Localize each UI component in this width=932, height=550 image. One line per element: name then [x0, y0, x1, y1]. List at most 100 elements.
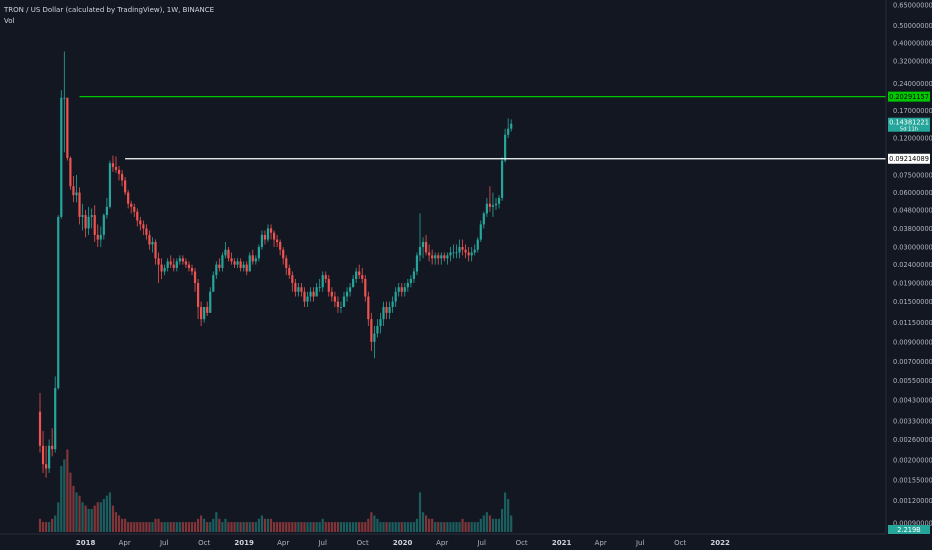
volume-bar: [160, 522, 163, 532]
candle-body: [233, 261, 236, 265]
volume-bar: [312, 522, 315, 532]
volume-bar: [196, 518, 200, 532]
volume-bar: [309, 522, 312, 532]
price-tick-label: 0.00120000: [893, 497, 932, 505]
volume-bar: [108, 492, 112, 532]
time-axis[interactable]: 2018 Apr Jul Oct 2019 Apr Jul Oct 2020 Apr Jul Oct 2…: [76, 539, 730, 547]
candle-body: [69, 158, 72, 187]
price-tick-label: 0.00260000: [893, 436, 932, 444]
candle-body: [318, 287, 321, 289]
volume-bar: [212, 518, 215, 532]
candle-body: [443, 255, 446, 259]
last-price-badge-bg: [888, 117, 930, 132]
volume-bar: [154, 518, 157, 532]
candle-body: [38, 411, 42, 446]
candle-body: [90, 215, 93, 217]
volume-bar: [133, 522, 136, 532]
horizontal-levels[interactable]: [79, 95, 886, 160]
price-tick-label: 0.32000000: [893, 57, 932, 65]
candle-body: [57, 216, 60, 389]
volume-bar: [388, 522, 391, 532]
volume-bar: [166, 522, 169, 532]
candle-body: [257, 247, 260, 259]
volume-label: Vol: [4, 17, 15, 25]
price-tick-label: 0.04800000: [893, 207, 932, 215]
price-axis[interactable]: 0.65000000 0.50000000 0.40000000 0.32000000…: [893, 2, 932, 528]
volume-bar: [209, 522, 212, 532]
symbol-title[interactable]: TRON / US Dollar (calculated by TradingV…: [4, 6, 215, 14]
candle-body: [440, 255, 443, 259]
volume-bar: [446, 522, 449, 532]
candle-body: [507, 128, 510, 135]
volume-bar: [224, 518, 227, 532]
volume-bar: [84, 505, 87, 532]
candle-body: [178, 258, 181, 262]
volume-bar: [418, 492, 422, 532]
price-tick-label: 0.00155000: [893, 477, 932, 485]
price-tick-label: 0.00330000: [893, 417, 932, 425]
volume-bar: [248, 522, 251, 532]
volume-bar: [324, 522, 327, 532]
candle-body: [239, 261, 242, 268]
volume-bar: [458, 522, 461, 532]
candle-body: [142, 224, 145, 229]
candle-body: [263, 234, 267, 240]
candle-body: [431, 255, 434, 259]
candle-body: [424, 241, 428, 253]
candle-body: [403, 287, 406, 292]
volume-bar: [288, 522, 291, 532]
volume-bar: [81, 502, 84, 532]
candle-body: [203, 307, 206, 320]
candle-body: [78, 192, 81, 217]
candle-body: [242, 264, 245, 268]
price-tick-label: 0.17000000: [893, 107, 932, 115]
volume-bar: [163, 522, 166, 532]
volume-bar: [90, 508, 93, 532]
volume-bar: [282, 522, 285, 532]
time-tick-label: Jul: [635, 539, 645, 547]
candle-body: [461, 247, 464, 250]
volume-bar: [66, 449, 69, 532]
candle-body: [473, 249, 476, 253]
volume-bar: [215, 512, 218, 532]
volume-bar: [41, 522, 45, 532]
time-tick-label: 2020: [393, 539, 413, 547]
candle-body: [488, 203, 492, 207]
price-tick-label: 0.24000000: [893, 80, 932, 88]
candle-body: [476, 239, 479, 250]
candle-body: [117, 169, 121, 174]
volume-bar: [200, 515, 203, 532]
volume-bar: [376, 518, 379, 532]
volume-bar: [72, 485, 75, 532]
candle-body: [306, 296, 309, 302]
volume-bar: [263, 518, 267, 532]
candlesticks: [38, 51, 513, 478]
volume-bar: [60, 466, 63, 532]
volume-bar: [175, 522, 178, 532]
candle-body: [464, 249, 467, 253]
candle-body: [370, 319, 373, 342]
volume-bar: [449, 522, 452, 532]
price-tick-label: 0.00090000: [893, 520, 932, 528]
volume-bar: [510, 515, 513, 532]
candle-body: [479, 224, 482, 240]
price-tick-label: 0.01150000: [893, 319, 932, 327]
volume-bar: [361, 522, 364, 532]
candle-body: [215, 264, 218, 276]
candle-body: [260, 234, 264, 248]
candle-body: [315, 287, 318, 297]
candle-body: [485, 203, 488, 214]
resistance-price-badge-bg: [888, 91, 930, 102]
candle-body: [160, 264, 163, 272]
volume-bar: [400, 522, 403, 532]
volume-bar: [394, 522, 397, 532]
candle-body: [394, 291, 397, 302]
candle-body: [169, 261, 172, 265]
candle-body: [288, 267, 291, 276]
candle-body: [227, 249, 230, 259]
volume-bar: [181, 522, 184, 532]
volume-bar: [294, 522, 297, 532]
